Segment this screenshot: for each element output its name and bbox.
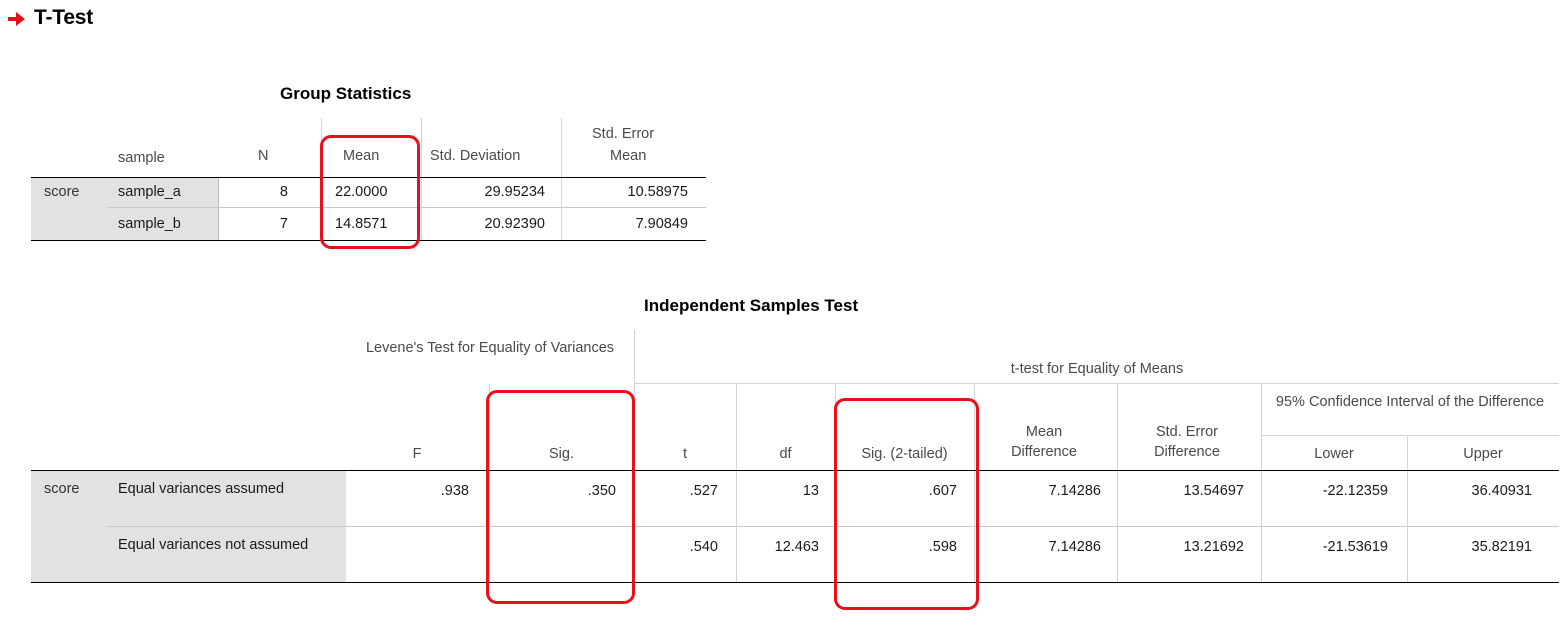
col-divider [974, 384, 975, 582]
row-label-shade [31, 178, 219, 240]
col-header-std-error-line2: Mean [610, 148, 647, 164]
col-header-std-deviation: Std. Deviation [430, 148, 521, 164]
col-header-upper: Upper [1463, 446, 1503, 462]
sig-highlight-box [486, 390, 635, 604]
bottom-rule [31, 582, 1559, 583]
col-header-mean-difference: Mean Difference [1011, 424, 1077, 460]
row-rule [107, 526, 1559, 527]
cell-std-error-difference: 13.21692 [1183, 539, 1244, 555]
cell-mean-difference: 7.14286 [1048, 483, 1101, 499]
col-header-mean: Mean [343, 148, 380, 164]
col-divider [561, 118, 562, 240]
col-header-std-error-line1: Std. Error [592, 126, 655, 142]
group-statistics-title: Group Statistics [280, 84, 412, 103]
cell-std-error: 10.58975 [627, 184, 688, 200]
col-header-sig: Sig. [549, 446, 574, 462]
col-header-df: df [779, 446, 792, 462]
header-subrule [635, 383, 1559, 384]
sig-2-tailed-highlight-box [834, 398, 979, 610]
cell-upper: 36.40931 [1471, 483, 1532, 499]
bottom-rule [31, 240, 706, 241]
cell-upper: 35.82191 [1471, 539, 1532, 555]
cell-sig: .350 [587, 483, 616, 499]
cell-std-error: 7.90849 [635, 216, 688, 232]
ci-group-header: 95% Confidence Interval of the Differenc… [1275, 394, 1545, 410]
col-divider [1407, 436, 1408, 582]
cell-sample: sample_b [118, 216, 181, 232]
col-header-sig-2-tailed: Sig. (2-tailed) [861, 446, 948, 462]
cell-mean: 22.0000 [335, 184, 388, 200]
col-divider [421, 118, 422, 240]
row-group-label: score [44, 184, 80, 200]
col-divider [218, 178, 219, 240]
cell-n: 8 [279, 184, 288, 200]
col-header-sample: sample [118, 150, 165, 166]
col-header-lower: Lower [1314, 446, 1354, 462]
col-header-std-error-difference: Std. Error Difference [1154, 424, 1220, 460]
page-title: T-Test [34, 6, 94, 29]
col-divider [736, 384, 737, 582]
row-group-label: score [44, 481, 80, 497]
cell-lower: -22.12359 [1322, 483, 1388, 499]
arrow-right-icon [8, 12, 25, 26]
cell-std-error-difference: 13.54697 [1183, 483, 1244, 499]
cell-mean-difference: 7.14286 [1048, 539, 1101, 555]
col-header-n: N [258, 148, 269, 164]
cell-std-deviation: 20.92390 [484, 216, 545, 232]
cell-t: .540 [689, 539, 718, 555]
cell-row-label: Equal variances not assumed [118, 537, 309, 553]
col-divider [1261, 384, 1262, 582]
cell-std-deviation: 29.95234 [484, 184, 545, 200]
cell-mean: 14.8571 [335, 216, 388, 232]
col-divider [489, 384, 490, 582]
header-rule [31, 177, 706, 178]
independent-samples-test-title: Independent Samples Test [644, 296, 859, 315]
ttest-group-header: t-test for Equality of Means [1010, 361, 1184, 377]
cell-sample: sample_a [118, 184, 181, 200]
cell-t: .527 [689, 483, 718, 499]
cell-sig-2-tailed: .598 [928, 539, 957, 555]
header-subrule [1262, 435, 1559, 436]
mean-highlight-box [320, 135, 420, 249]
cell-f: .938 [440, 483, 469, 499]
row-rule [107, 207, 706, 208]
cell-df: 12.463 [774, 539, 819, 555]
cell-sig-2-tailed: .607 [928, 483, 957, 499]
cell-n: 7 [279, 216, 288, 232]
levene-group-header: Levene's Test for Equality of Variances [365, 340, 615, 356]
col-divider [1117, 384, 1118, 582]
col-header-f: F [412, 446, 422, 462]
col-header-t: t [682, 446, 688, 462]
cell-df: 13 [802, 483, 819, 499]
cell-row-label: Equal variances assumed [118, 481, 285, 497]
header-rule [31, 470, 1559, 471]
cell-lower: -21.53619 [1322, 539, 1388, 555]
